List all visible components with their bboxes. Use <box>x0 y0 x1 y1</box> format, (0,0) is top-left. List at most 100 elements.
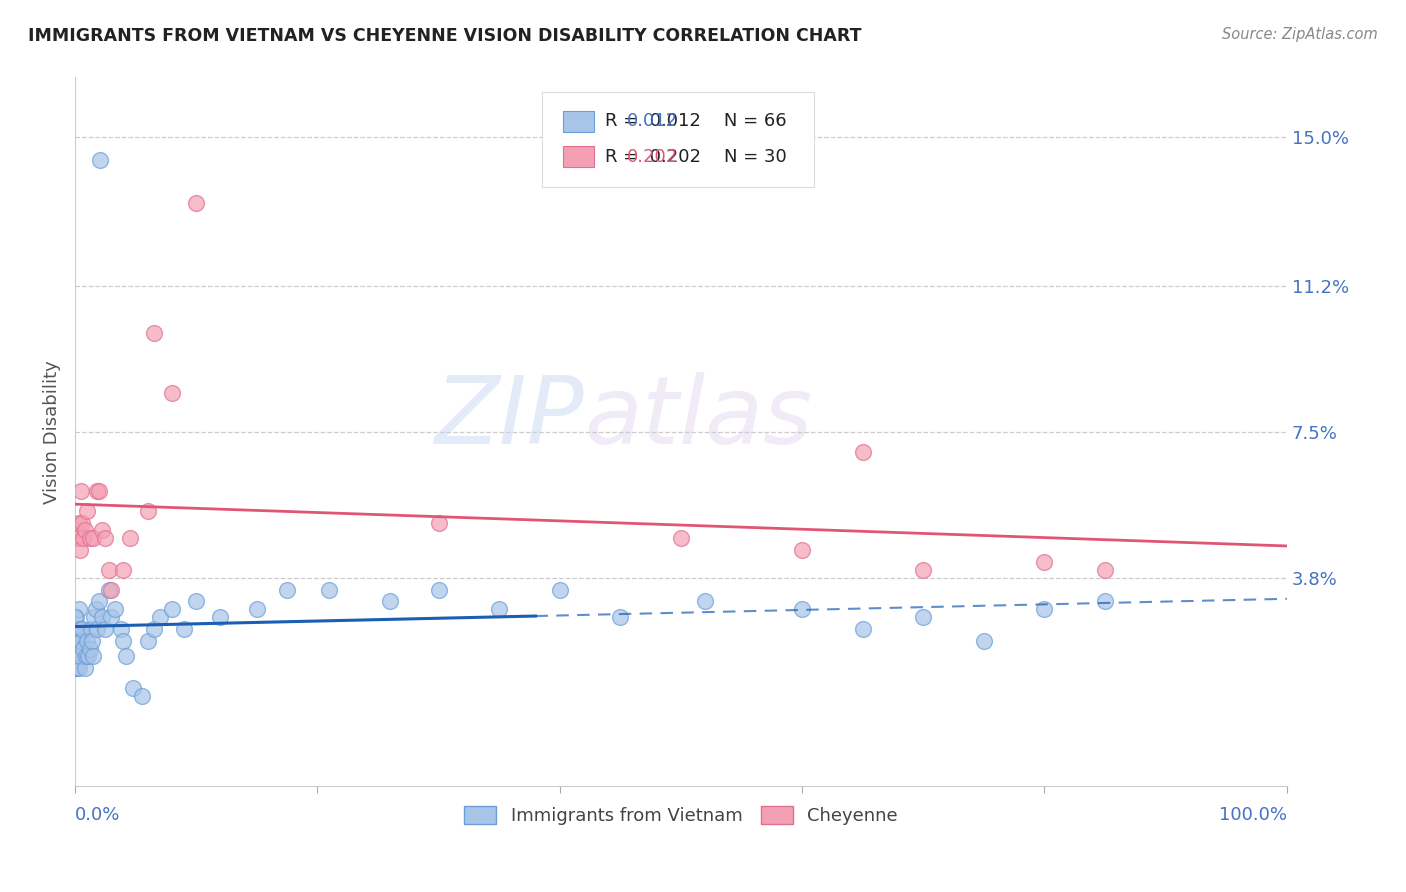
Point <box>80 622 103 636</box>
Point <box>72 531 94 545</box>
Text: 0.0%: 0.0% <box>75 806 121 824</box>
Point <box>66 531 89 545</box>
Point <box>427 582 450 597</box>
Point <box>67 641 90 656</box>
Point <box>90 524 112 538</box>
Point <box>609 610 631 624</box>
Text: 0.012: 0.012 <box>627 112 678 130</box>
Point <box>1094 563 1116 577</box>
Point <box>79 531 101 545</box>
Point <box>84 602 107 616</box>
Point <box>89 594 111 608</box>
Point <box>912 563 935 577</box>
Point <box>73 661 96 675</box>
Point <box>76 633 98 648</box>
Point <box>209 610 232 624</box>
Point <box>112 633 135 648</box>
Text: Source: ZipAtlas.com: Source: ZipAtlas.com <box>1222 27 1378 42</box>
Point <box>82 531 104 545</box>
Point <box>94 622 117 636</box>
Point <box>69 649 91 664</box>
Point <box>186 196 208 211</box>
Text: ZIP: ZIP <box>434 372 583 463</box>
Point <box>97 582 120 597</box>
Point <box>790 543 813 558</box>
Point <box>89 153 111 168</box>
Point <box>912 610 935 624</box>
Point <box>131 689 153 703</box>
Point <box>77 649 100 664</box>
FancyBboxPatch shape <box>564 146 593 168</box>
Point <box>86 622 108 636</box>
Text: atlas: atlas <box>583 372 813 463</box>
Point <box>82 649 104 664</box>
Point <box>65 524 87 538</box>
Point <box>70 484 93 499</box>
Point <box>65 610 87 624</box>
Point <box>1094 594 1116 608</box>
Point <box>427 516 450 530</box>
Point <box>852 622 875 636</box>
Point <box>973 633 995 648</box>
Point <box>65 633 87 648</box>
Point <box>67 661 90 675</box>
Point <box>73 524 96 538</box>
Point <box>63 610 86 624</box>
Point <box>72 641 94 656</box>
Point <box>75 649 97 664</box>
Point <box>70 633 93 648</box>
Point <box>63 661 86 675</box>
Text: IMMIGRANTS FROM VIETNAM VS CHEYENNE VISION DISABILITY CORRELATION CHART: IMMIGRANTS FROM VIETNAM VS CHEYENNE VISI… <box>28 27 862 45</box>
Point <box>1033 602 1056 616</box>
Point <box>86 484 108 499</box>
Point <box>100 610 122 624</box>
Y-axis label: Vision Disability: Vision Disability <box>44 360 60 504</box>
Point <box>90 610 112 624</box>
Point <box>72 516 94 530</box>
FancyBboxPatch shape <box>564 111 593 132</box>
Point <box>142 622 165 636</box>
Point <box>136 633 159 648</box>
Point <box>100 582 122 597</box>
Point <box>186 594 208 608</box>
Point <box>66 649 89 664</box>
Point <box>65 641 87 656</box>
Text: 0.202: 0.202 <box>627 148 678 166</box>
Point <box>669 531 692 545</box>
Text: R =  0.012    N = 66: R = 0.012 N = 66 <box>605 112 786 130</box>
Point <box>69 633 91 648</box>
Point <box>67 633 90 648</box>
Point <box>67 602 90 616</box>
Point <box>65 649 87 664</box>
Point <box>790 602 813 616</box>
Point <box>276 582 298 597</box>
Point <box>115 649 138 664</box>
Point <box>246 602 269 616</box>
Point <box>110 622 132 636</box>
Point <box>70 622 93 636</box>
Point <box>488 602 510 616</box>
Point <box>122 681 145 695</box>
Point <box>80 633 103 648</box>
Point <box>852 444 875 458</box>
Point <box>160 602 183 616</box>
Point <box>72 622 94 636</box>
Point <box>160 385 183 400</box>
Point <box>104 602 127 616</box>
Point <box>94 531 117 545</box>
Point <box>118 531 141 545</box>
Point <box>66 622 89 636</box>
Point <box>89 484 111 499</box>
Point <box>142 326 165 341</box>
Point <box>136 504 159 518</box>
Point <box>548 582 571 597</box>
Point <box>1033 555 1056 569</box>
Point <box>318 582 340 597</box>
Point <box>79 641 101 656</box>
Text: 100.0%: 100.0% <box>1219 806 1286 824</box>
Point <box>66 641 89 656</box>
Point <box>97 563 120 577</box>
Point <box>67 516 90 530</box>
Point <box>378 594 401 608</box>
Point <box>112 563 135 577</box>
